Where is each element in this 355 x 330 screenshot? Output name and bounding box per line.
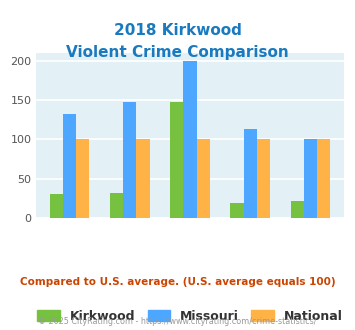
Text: 2018 Kirkwood: 2018 Kirkwood [114,23,241,38]
Text: © 2025 CityRating.com - https://www.cityrating.com/crime-statistics/: © 2025 CityRating.com - https://www.city… [38,317,317,326]
Bar [230,203,244,218]
Bar [50,194,63,218]
Bar [183,61,197,218]
Text: Compared to U.S. average. (U.S. average equals 100): Compared to U.S. average. (U.S. average … [20,277,335,287]
Bar [63,114,76,218]
Bar [257,139,270,218]
Bar [290,201,304,218]
Bar [76,139,89,218]
Bar [197,139,210,218]
Bar [304,139,317,218]
Bar [136,139,149,218]
Bar [110,193,123,218]
Text: Violent Crime Comparison: Violent Crime Comparison [66,45,289,59]
Bar [317,139,330,218]
Bar [123,102,136,218]
Bar [244,129,257,218]
Bar [170,102,183,218]
Legend: Kirkwood, Missouri, National: Kirkwood, Missouri, National [37,310,343,323]
